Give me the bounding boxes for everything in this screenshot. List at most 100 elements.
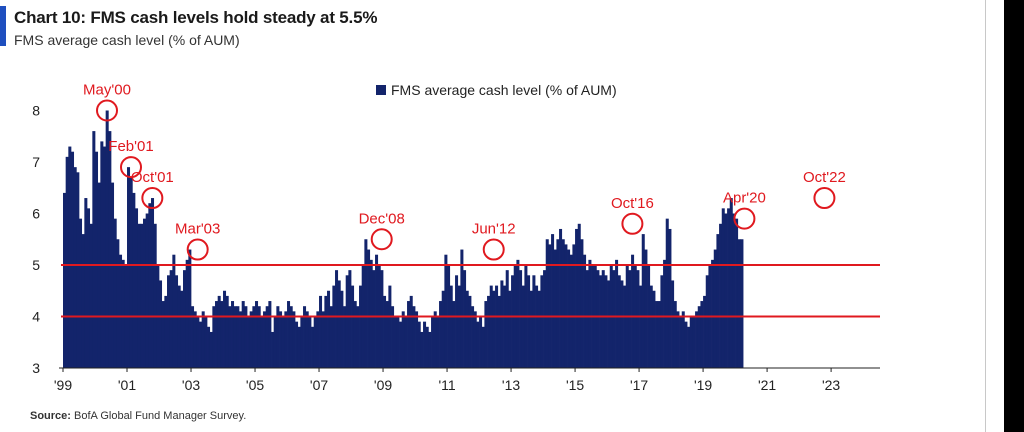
bar	[529, 290, 533, 368]
y-tick-label: 7	[32, 154, 40, 170]
chart-subtitle: FMS average cash level (% of AUM)	[14, 32, 240, 48]
bar	[271, 331, 275, 368]
bar	[649, 285, 653, 368]
bar	[188, 249, 192, 368]
bar	[63, 192, 67, 368]
bar	[561, 239, 565, 368]
bar	[564, 244, 568, 368]
bar	[460, 249, 464, 368]
bar	[551, 234, 555, 368]
annotation-circle	[482, 238, 505, 261]
bar	[556, 239, 560, 368]
bar	[84, 198, 88, 368]
bar	[311, 326, 315, 368]
bar	[289, 306, 293, 368]
bar	[372, 270, 376, 368]
bar	[545, 239, 549, 368]
x-tick-label: '13	[502, 377, 520, 393]
y-tick-label: 4	[32, 309, 40, 325]
bar	[532, 275, 536, 368]
bar	[457, 285, 461, 368]
bar	[225, 295, 229, 368]
bar	[612, 270, 616, 368]
bar	[425, 326, 429, 368]
bar	[689, 316, 693, 368]
bar	[716, 234, 720, 368]
bar	[180, 290, 184, 368]
bar	[351, 285, 355, 368]
bar	[92, 131, 96, 368]
bar	[252, 306, 256, 368]
bar	[713, 249, 717, 368]
annotation-circle	[186, 238, 209, 261]
bar	[281, 316, 285, 368]
bar	[441, 290, 445, 368]
bar	[167, 275, 171, 368]
bar	[692, 316, 696, 368]
bar	[191, 306, 195, 368]
bar	[521, 285, 525, 368]
bar	[700, 301, 704, 368]
bar	[583, 254, 587, 368]
bar	[639, 285, 643, 368]
x-tick-label: '03	[182, 377, 200, 393]
bar	[263, 311, 267, 368]
bar	[340, 290, 344, 368]
y-tick-label: 6	[32, 206, 40, 222]
bar	[137, 223, 141, 368]
annotation-circle	[141, 187, 164, 210]
bar	[473, 311, 477, 368]
bar	[652, 290, 656, 368]
bar	[601, 270, 605, 368]
bar	[97, 182, 101, 368]
bar	[265, 306, 269, 368]
annotation-label: Oct'22	[803, 169, 846, 186]
bar	[476, 321, 480, 368]
bar	[577, 223, 581, 368]
bar	[303, 306, 307, 368]
bar	[383, 295, 387, 368]
bar	[121, 259, 125, 368]
bar	[495, 285, 499, 368]
annotation-circle	[813, 187, 836, 210]
bar	[196, 316, 200, 368]
x-tick-label: '09	[374, 377, 392, 393]
bar	[673, 301, 677, 368]
bar	[164, 295, 168, 368]
bar	[428, 331, 432, 368]
bar	[332, 285, 336, 368]
bar	[740, 239, 744, 368]
bar	[641, 234, 645, 368]
bar	[431, 316, 435, 368]
bar	[636, 270, 640, 368]
bar	[404, 316, 408, 368]
bar	[356, 306, 360, 368]
bar	[209, 331, 213, 368]
bar	[257, 306, 261, 368]
annotation-circle	[120, 156, 143, 179]
bar	[497, 295, 501, 368]
bar	[655, 301, 659, 368]
bar	[316, 311, 320, 368]
bar	[199, 321, 203, 368]
bar	[487, 295, 491, 368]
annotation-circle	[96, 99, 119, 122]
bar	[668, 228, 672, 368]
bar	[537, 290, 541, 368]
bar	[116, 239, 120, 368]
bar	[607, 280, 611, 368]
bar	[572, 244, 576, 368]
bar	[684, 321, 688, 368]
bar	[417, 321, 421, 368]
y-tick-label: 5	[32, 257, 40, 273]
bar	[481, 326, 485, 368]
annotation-label: Oct'01	[131, 169, 174, 186]
bar	[87, 208, 91, 368]
bar	[297, 326, 301, 368]
bar	[489, 285, 493, 368]
bar	[535, 285, 539, 368]
bar	[247, 316, 251, 368]
bar	[105, 110, 109, 368]
bar	[236, 306, 240, 368]
bar	[204, 316, 208, 368]
